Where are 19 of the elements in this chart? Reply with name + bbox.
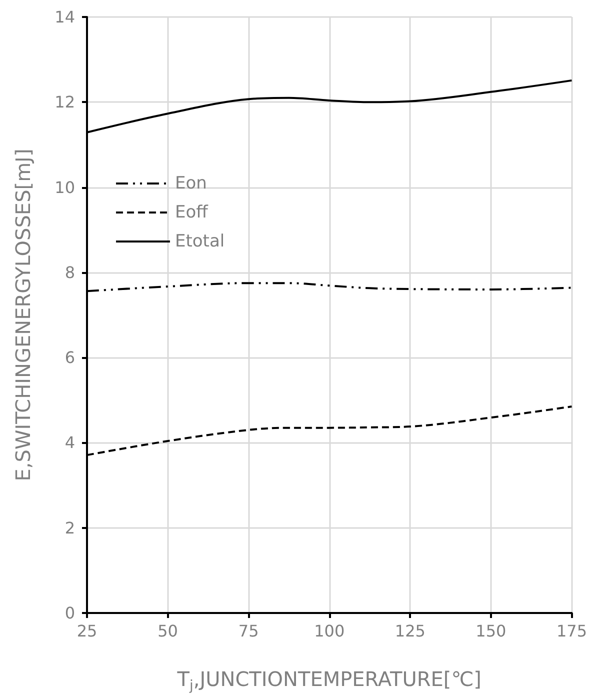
x-tick-label: 150 <box>476 622 506 640</box>
y-tick-label: 0 <box>64 604 75 622</box>
legend-label: Eoff <box>175 202 210 222</box>
x-tick-label: 175 <box>556 622 588 640</box>
legend-label: Etotal <box>175 232 225 252</box>
y-tick-label: 10 <box>54 178 75 197</box>
y-tick-label: 6 <box>64 348 75 368</box>
y-tick-label: 8 <box>64 262 75 282</box>
y-axis-title: E,SWITCHINGENERGYLOSSES[mJ] <box>11 148 35 482</box>
x-tick-label: 75 <box>238 622 259 640</box>
x-tick-label: 25 <box>76 622 98 640</box>
y-tick-label: 4 <box>64 433 75 452</box>
y-tick-label: 12 <box>54 92 75 112</box>
x-tick-label: 125 <box>394 622 426 640</box>
x-tick-label: 100 <box>314 622 345 640</box>
legend-label: Eon <box>175 174 207 194</box>
y-tick-label: 14 <box>54 8 75 26</box>
y-tick-label: 2 <box>64 518 75 538</box>
x-tick-label: 50 <box>158 622 178 640</box>
